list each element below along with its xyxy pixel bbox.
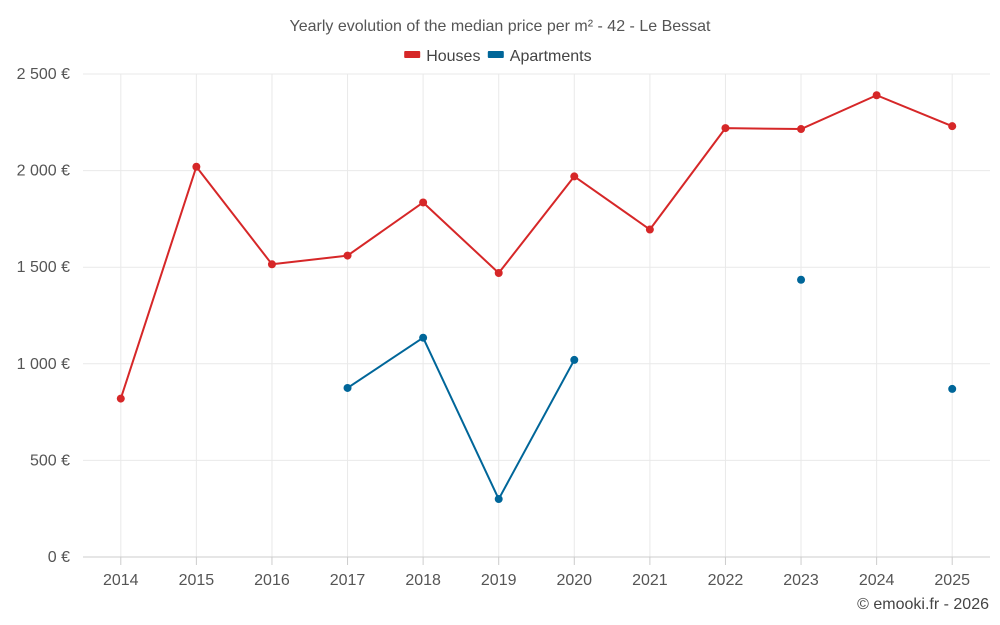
chart-title: Yearly evolution of the median price per… bbox=[290, 18, 712, 35]
x-tick-label: 2018 bbox=[405, 572, 441, 589]
x-tick-label: 2022 bbox=[708, 572, 744, 589]
houses-legend-label[interactable]: Houses bbox=[426, 48, 480, 65]
apartments-point[interactable] bbox=[343, 383, 352, 392]
houses-point[interactable] bbox=[570, 172, 579, 181]
x-tick-label: 2025 bbox=[934, 572, 970, 589]
x-tick-label: 2023 bbox=[783, 572, 819, 589]
credit-text: © emooki.fr - 2026 bbox=[857, 596, 989, 613]
x-tick-label: 2016 bbox=[254, 572, 290, 589]
y-tick-label: 0 € bbox=[48, 549, 70, 566]
x-tick-label: 2024 bbox=[859, 572, 895, 589]
houses-point[interactable] bbox=[116, 394, 125, 403]
apartments-point[interactable] bbox=[494, 495, 503, 504]
y-axis: 0 € 500 € 1 000 € 1 500 € 2 000 € 2 500 € bbox=[17, 66, 70, 566]
apartments-legend-swatch[interactable] bbox=[487, 51, 504, 58]
houses-point[interactable] bbox=[192, 162, 201, 171]
houses-line bbox=[119, 94, 953, 399]
x-tick-label: 2020 bbox=[556, 572, 592, 589]
apartments-point[interactable] bbox=[948, 384, 957, 393]
apartments-legend-label[interactable]: Apartments bbox=[510, 48, 592, 65]
x-tick-label: 2021 bbox=[632, 572, 668, 589]
houses-point[interactable] bbox=[948, 122, 957, 131]
x-tick-label: 2019 bbox=[481, 572, 517, 589]
apartments-line bbox=[346, 336, 576, 501]
apartments-point[interactable] bbox=[570, 355, 579, 364]
houses-point[interactable] bbox=[343, 251, 352, 260]
apartments-point[interactable] bbox=[797, 275, 806, 284]
y-tick-label: 1 500 € bbox=[17, 259, 70, 276]
apartments-point[interactable] bbox=[419, 333, 428, 342]
series-layer bbox=[116, 91, 957, 504]
legend: Houses Apartments bbox=[404, 48, 592, 65]
houses-point[interactable] bbox=[419, 198, 428, 207]
y-tick-label: 500 € bbox=[30, 452, 70, 469]
houses-point[interactable] bbox=[721, 124, 730, 133]
houses-point[interactable] bbox=[494, 268, 503, 277]
houses-point[interactable] bbox=[267, 260, 276, 269]
houses-legend-swatch[interactable] bbox=[404, 51, 421, 58]
x-tick-label: 2014 bbox=[103, 572, 139, 589]
y-tick-label: 2 000 € bbox=[17, 163, 70, 180]
houses-point[interactable] bbox=[872, 91, 881, 100]
y-tick-label: 2 500 € bbox=[17, 66, 70, 83]
houses-point[interactable] bbox=[797, 125, 806, 134]
houses-point[interactable] bbox=[645, 225, 654, 234]
grid bbox=[83, 73, 990, 557]
y-tick-label: 1 000 € bbox=[17, 356, 70, 373]
x-tick-label: 2015 bbox=[179, 572, 215, 589]
x-tick-label: 2017 bbox=[330, 572, 366, 589]
x-axis: 2014 2015 2016 2017 2018 2019 2020 2021 2022 2023… bbox=[83, 556, 990, 589]
